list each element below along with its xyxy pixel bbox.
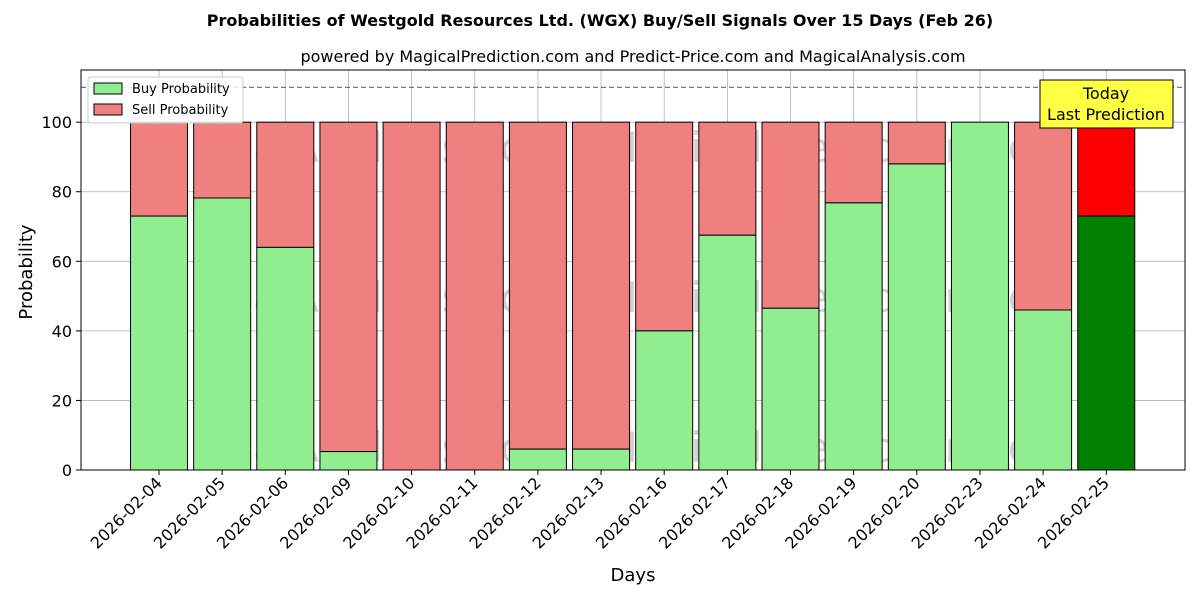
bar-buy-2026-02-18 [761, 307, 820, 471]
bar-sell-2026-02-25 [1077, 121, 1136, 217]
annotation-line1: Today [1082, 84, 1129, 103]
bar-sell-2026-02-24 [1014, 121, 1073, 311]
bar-buy-2026-02-17 [698, 234, 757, 471]
bar-sell-2026-02-11 [445, 121, 504, 471]
bar-sell-2026-02-10 [382, 121, 441, 471]
bar-buy-2026-02-05 [193, 197, 252, 471]
y-axis-label: Probability [16, 224, 37, 319]
x-axis-label: Days [611, 565, 656, 586]
bar-sell-2026-02-16 [635, 121, 694, 332]
chart-subtitle: powered by MagicalPrediction.com and Pre… [300, 47, 965, 66]
annotation-box [1039, 79, 1174, 129]
today-annotation: Today Last Prediction [1039, 79, 1174, 129]
bar-buy-2026-02-24 [1014, 309, 1073, 471]
y-tick-label: 20 [52, 391, 72, 410]
bar-sell-2026-02-17 [698, 121, 757, 236]
bar-buy-2026-02-12 [508, 448, 567, 471]
legend-label-sell: Sell Probability [132, 103, 229, 118]
y-tick-label: 60 [52, 252, 72, 271]
y-tick-label: 80 [52, 183, 72, 202]
legend: Buy Probability Sell Probability [87, 76, 244, 124]
bar-sell-2026-02-19 [824, 121, 883, 204]
y-tick-label: 0 [62, 461, 72, 480]
bar-sell-2026-02-12 [508, 121, 567, 450]
bars-layer [130, 121, 1136, 471]
bar-buy-2026-02-20 [887, 163, 946, 471]
bar-buy-2026-02-16 [635, 330, 694, 471]
chart-title: Probabilities of Westgold Resources Ltd.… [207, 11, 993, 30]
plot-frame [80, 69, 1186, 471]
annotation-line2: Last Prediction [1047, 105, 1165, 124]
bar-sell-2026-02-18 [761, 121, 820, 309]
bar-buy-2026-02-19 [824, 202, 883, 471]
y-tick-label: 40 [52, 322, 72, 341]
bar-sell-2026-02-09 [319, 121, 378, 453]
bar-buy-2026-02-23 [950, 121, 1009, 471]
bar-buy-2026-02-13 [572, 448, 631, 471]
y-tick-label: 100 [41, 113, 72, 132]
bar-sell-2026-02-06 [256, 121, 315, 248]
legend-swatch-buy [93, 82, 123, 95]
bar-sell-2026-02-04 [130, 121, 188, 217]
bar-sell-2026-02-20 [887, 121, 946, 165]
legend-box [87, 76, 244, 124]
legend-swatch-sell [93, 103, 123, 116]
bar-sell-2026-02-13 [572, 121, 631, 450]
bar-buy-2026-02-06 [256, 246, 315, 471]
bar-buy-2026-02-25 [1077, 215, 1136, 471]
bar-buy-2026-02-04 [130, 215, 188, 471]
bar-sell-2026-02-05 [193, 121, 252, 199]
legend-label-buy: Buy Probability [132, 82, 230, 97]
bar-buy-2026-02-09 [319, 451, 378, 471]
